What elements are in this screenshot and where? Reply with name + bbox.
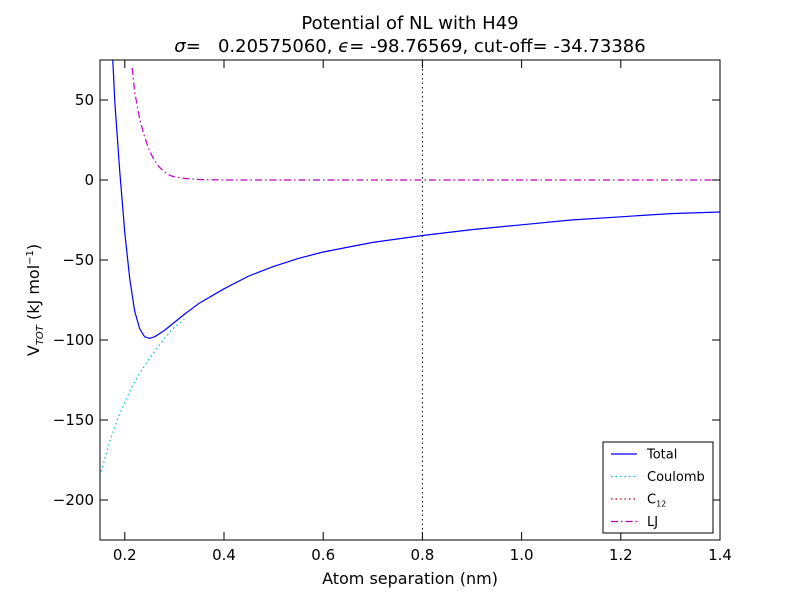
- x-tick-label: 0.8: [410, 546, 434, 564]
- x-tick-label: 0.2: [113, 546, 137, 564]
- x-tick-label: 1.2: [609, 546, 633, 564]
- chart-subtitle: σ= 0.20575060, ϵ= -98.76569, cut-off= -3…: [174, 36, 645, 57]
- epsilon-cutoff-value: = -98.76569, cut-off= -34.73386: [349, 36, 645, 57]
- legend-box: [602, 441, 714, 534]
- legend-label-coulomb: Coulomb: [647, 470, 705, 485]
- legend-label-lj: LJ: [647, 515, 658, 530]
- x-tick-label: 0.6: [311, 546, 335, 564]
- y-tick-label: 50: [75, 91, 94, 109]
- series-line-coulomb: [100, 318, 185, 477]
- epsilon-symbol: ϵ: [338, 36, 349, 57]
- ticks-layer: 0.2 0.4 0.6 0.8 1.0 1.2 1.4 50 0 −50 −100 −150 −200: [53, 60, 732, 564]
- y-label-main: V: [24, 345, 43, 356]
- y-axis-label: VTOT (kJ mol−1): [24, 244, 46, 356]
- legend-label-c12: C12: [647, 493, 666, 509]
- y-label-sup: −1: [25, 250, 36, 265]
- x-tick-label: 1.0: [510, 546, 534, 564]
- legend: Total Coulomb C12 LJ: [602, 441, 714, 534]
- plot-frame: [99, 59, 721, 541]
- y-label-sub: TOT: [35, 324, 46, 345]
- series-line-lj: [131, 67, 720, 181]
- y-tick-label: −200: [53, 491, 94, 509]
- x-tick-label: 0.4: [212, 546, 236, 564]
- y-label-unit: (kJ mol: [24, 265, 43, 325]
- x-axis-label: Atom separation (nm): [322, 569, 498, 588]
- y-tick-label: −50: [62, 251, 94, 269]
- series-line-total: [112, 60, 720, 340]
- x-tick-label: 1.4: [708, 546, 732, 564]
- y-tick-label: 0: [84, 171, 94, 189]
- legend-label-total: Total: [646, 448, 677, 463]
- sigma-value: = 0.20575060,: [186, 36, 338, 57]
- y-tick-label: −150: [53, 411, 94, 429]
- chart-title: Potential of NL with H49: [301, 13, 518, 34]
- y-tick-label: −100: [53, 331, 94, 349]
- series-layer: [100, 60, 720, 540]
- sigma-symbol: σ: [174, 36, 186, 57]
- y-label-close: ): [24, 244, 43, 250]
